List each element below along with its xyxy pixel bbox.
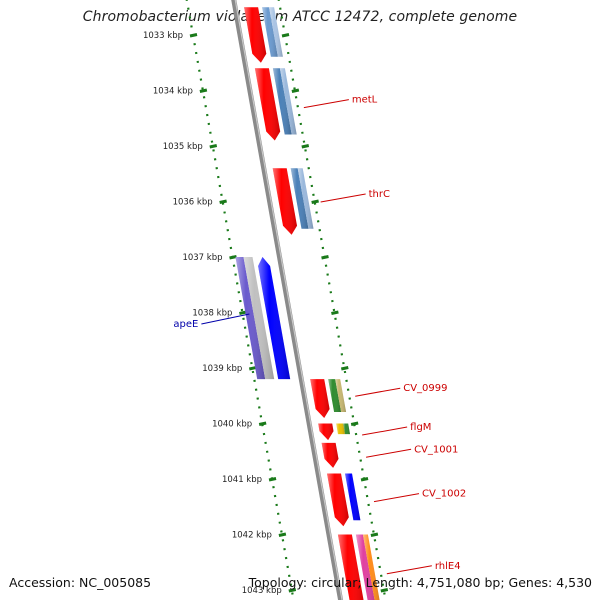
backbone bbox=[231, 0, 344, 600]
gene-flgm-annotation-2 bbox=[343, 423, 350, 435]
gene-label-text[interactable]: rhlE4 bbox=[435, 561, 461, 572]
gene-label-leader bbox=[355, 387, 401, 397]
ruler-tick bbox=[248, 366, 257, 371]
page-title: Chromobacterium violaceum ATCC 12472, co… bbox=[82, 9, 518, 25]
ruler-tick-label: 1036 kbp bbox=[173, 198, 213, 208]
ruler-tick bbox=[239, 310, 247, 315]
gene-track bbox=[235, 7, 380, 600]
ruler-tick bbox=[199, 88, 208, 93]
gene-metl-annotation-2 bbox=[279, 68, 297, 135]
ruler-tick bbox=[278, 532, 287, 537]
gene-metl-cds bbox=[254, 68, 281, 141]
ruler-outer-tick bbox=[340, 366, 349, 371]
gene-label-cv-1002[interactable]: CV_1002 bbox=[373, 489, 466, 503]
ruler-tick bbox=[229, 255, 237, 260]
ruler-tick bbox=[209, 144, 218, 149]
ruler-tick bbox=[219, 199, 227, 204]
gene-thrc-annotation bbox=[290, 168, 309, 229]
gene-label-thrc[interactable]: thrC bbox=[320, 189, 390, 203]
ruler-tick-label: 1033 kbp bbox=[143, 31, 183, 41]
ruler-tick-label: 1040 kbp bbox=[212, 420, 252, 430]
gene-flgm-cds bbox=[318, 423, 334, 441]
genome-summary-text: Topology: circular; Length: 4,751,080 bp… bbox=[248, 575, 592, 590]
ruler-tick-label: 1039 kbp bbox=[202, 364, 242, 374]
gene-cv-0999-annotation bbox=[328, 379, 342, 412]
gene-gene-0-cds bbox=[244, 7, 267, 63]
gene-apee-annotation bbox=[235, 257, 266, 380]
ruler: 1033 kbp 1034 kbp 1035 kbp 1036 kbp 1037 kbp… bbox=[143, 0, 389, 600]
gene-label-leader bbox=[373, 493, 420, 503]
gene-thrc-cds bbox=[272, 168, 297, 235]
ruler-outer-tick bbox=[380, 588, 389, 593]
ruler-tick-label: 1041 kbp bbox=[222, 475, 262, 485]
gene-thrc-annotation-2 bbox=[297, 168, 314, 229]
ruler-tick-label: 1037 kbp bbox=[182, 253, 222, 263]
gene-label-text[interactable]: thrC bbox=[369, 189, 390, 200]
gene-gene-0-annotation-2 bbox=[269, 7, 283, 57]
gene-label-text[interactable]: metL bbox=[352, 95, 378, 106]
gene-label-text[interactable]: CV_0999 bbox=[403, 383, 447, 394]
gene-label-leader bbox=[303, 99, 349, 109]
gene-label-leader bbox=[320, 193, 366, 203]
ruler-outer-tick bbox=[360, 477, 369, 482]
ruler-outer-tick bbox=[291, 88, 300, 93]
accession-text: Accession: NC_005085 bbox=[9, 575, 152, 590]
ruler-tick-label: 1034 kbp bbox=[153, 87, 193, 97]
gene-label-text[interactable]: CV_1002 bbox=[422, 489, 466, 500]
ruler-tick bbox=[189, 33, 198, 38]
gene-rhle4-cds bbox=[337, 534, 364, 600]
ruler-outer-tick bbox=[301, 144, 310, 149]
ruler-tick-label: 1043 kbp bbox=[242, 586, 282, 596]
gene-label-leader bbox=[366, 448, 412, 458]
ruler-outer-tick bbox=[321, 255, 329, 260]
gene-label-leader bbox=[201, 313, 250, 325]
ruler-outer-tick bbox=[281, 33, 290, 38]
ruler-tick-label: 1035 kbp bbox=[163, 142, 203, 152]
gene-label-metl[interactable]: metL bbox=[303, 95, 378, 109]
gene-cv-1002-cds bbox=[327, 473, 349, 527]
gene-label-text[interactable]: apeE bbox=[173, 319, 198, 330]
ruler-outer-tick bbox=[350, 421, 359, 426]
gene-rhle4-annotation bbox=[355, 534, 375, 600]
gene-label-cv-0999[interactable]: CV_0999 bbox=[355, 383, 448, 397]
genome-backbone-highlight bbox=[234, 0, 343, 600]
gene-label-rhle4[interactable]: rhlE4 bbox=[386, 561, 461, 575]
gene-label-flgm[interactable]: flgM bbox=[362, 422, 431, 436]
ruler-tick bbox=[258, 421, 267, 426]
gene-label-apee[interactable]: apeE bbox=[173, 313, 250, 330]
gene-label-leader bbox=[362, 426, 408, 436]
gene-labels: metL thrC apeE CV_0999 flgM CV_1001 CV_1002rhl… bbox=[173, 95, 466, 575]
gene-apee-cds bbox=[258, 257, 291, 380]
ruler-outer-tick bbox=[311, 199, 319, 204]
gene-label-text[interactable]: flgM bbox=[410, 422, 431, 433]
ruler-tick bbox=[288, 588, 297, 593]
gene-cv-0999-cds bbox=[310, 379, 330, 418]
ruler-tick-label: 1042 kbp bbox=[232, 531, 272, 541]
gene-cv-1002-annotation bbox=[345, 473, 361, 521]
gene-rhle4-annotation-2 bbox=[362, 534, 380, 600]
gene-label-cv-1001[interactable]: CV_1001 bbox=[366, 444, 458, 458]
ruler-outer-tick bbox=[331, 310, 339, 315]
gene-cv-0999-annotation-2 bbox=[335, 379, 347, 412]
gene-cv-1001-cds bbox=[321, 442, 339, 468]
ruler-tick-label: 1038 kbp bbox=[192, 309, 232, 319]
gene-label-leader bbox=[386, 565, 432, 575]
ruler-outer-tick bbox=[370, 532, 379, 537]
gene-label-text[interactable]: CV_1001 bbox=[414, 444, 458, 455]
gene-apee-annotation-2 bbox=[243, 257, 275, 380]
gene-gene-0-annotation bbox=[262, 7, 278, 57]
gene-metl-annotation bbox=[272, 68, 292, 135]
genome-backbone-line bbox=[231, 0, 344, 600]
ruler-tick bbox=[268, 477, 277, 482]
gene-flgm-annotation bbox=[336, 423, 345, 435]
